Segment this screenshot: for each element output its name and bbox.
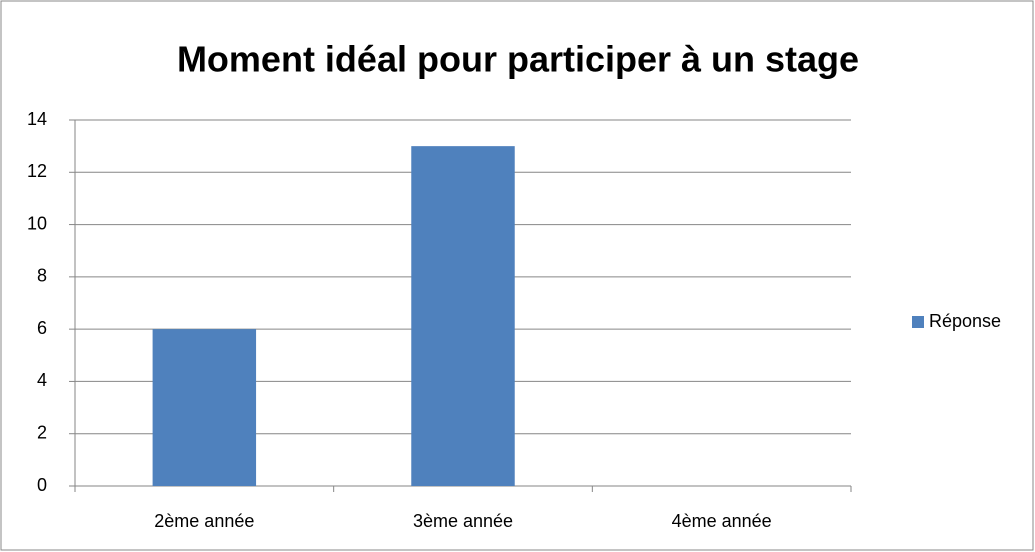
bar: [411, 146, 515, 486]
y-tick-label: 2: [37, 422, 47, 442]
y-tick-label: 10: [27, 213, 47, 233]
chart-title: Moment idéal pour participer à un stage: [177, 39, 859, 80]
legend-swatch: [912, 316, 924, 328]
x-tick-label: 3ème année: [413, 511, 513, 531]
y-tick-label: 8: [37, 266, 47, 286]
y-tick-label: 6: [37, 318, 47, 338]
x-tick-label: 4ème année: [672, 511, 772, 531]
y-tick-label: 14: [27, 109, 47, 129]
y-tick-label: 4: [37, 370, 47, 390]
bar: [152, 329, 257, 486]
x-tick-label: 2ème année: [154, 511, 254, 531]
legend-label: Réponse: [929, 311, 1001, 331]
y-tick-label: 12: [27, 161, 47, 181]
y-tick-label: 0: [37, 475, 47, 495]
